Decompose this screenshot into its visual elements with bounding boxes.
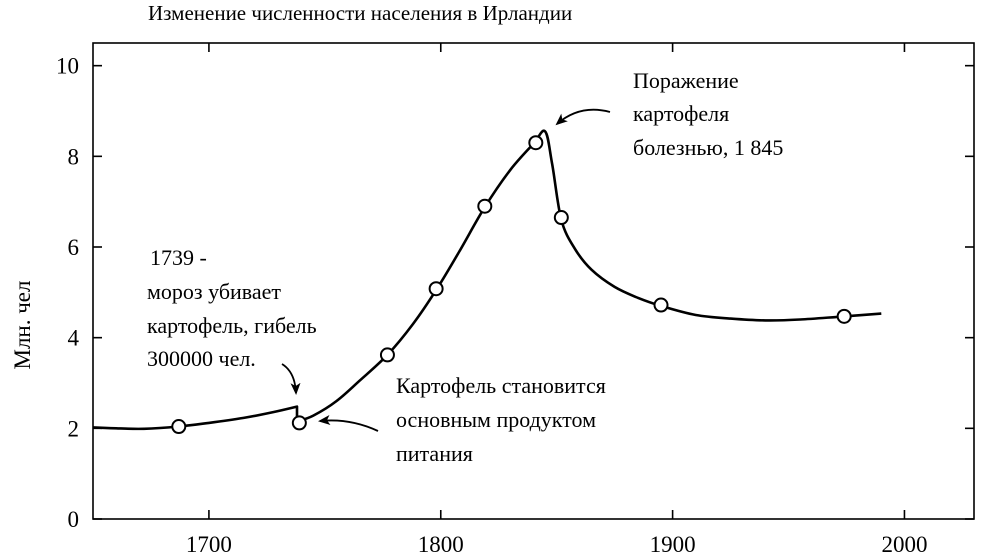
annotation-frost-arrow <box>281 363 301 395</box>
annotation-staple-food: Картофель становится основным продуктом … <box>396 373 611 466</box>
chart-title: Изменение численности населения в Ирланд… <box>148 1 572 25</box>
annotation-staple-arrow <box>318 415 379 432</box>
data-point <box>553 210 569 226</box>
annotation-blight-line-1: Поражение <box>633 68 739 93</box>
annotation-blight-line-3: болезнью, 1 845 <box>633 135 783 160</box>
x-tick-label: 2000 <box>881 532 927 556</box>
data-point <box>477 198 493 214</box>
data-points <box>171 135 852 435</box>
annotation-frost-1739: 1739 - мороз убивает картофель, гибель 3… <box>147 245 322 371</box>
y-tick-label: 8 <box>68 144 80 169</box>
data-point <box>528 135 544 151</box>
annotation-frost-line-2: мороз убивает <box>147 279 281 304</box>
data-point <box>653 297 669 313</box>
y-tick-label: 0 <box>68 507 80 532</box>
data-point <box>171 419 187 435</box>
annotation-frost-line-3: картофель, гибель <box>147 313 317 338</box>
data-point <box>836 308 852 324</box>
data-point <box>291 415 307 431</box>
x-tick-label: 1900 <box>650 532 696 556</box>
annotation-staple-line-1: Картофель становится <box>396 373 606 398</box>
annotation-frost-line-1: 1739 - <box>150 245 207 270</box>
plot-frame <box>92 42 975 520</box>
population-line <box>92 129 882 431</box>
axis-ticks <box>93 43 974 520</box>
y-tick-label: 4 <box>68 326 80 351</box>
annotation-frost-line-4: 300000 чел. <box>147 346 256 371</box>
y-tick-label: 6 <box>68 235 80 260</box>
y-axis-label: Млн. чел <box>10 281 35 370</box>
annotation-blight-1845: Поражение картофеля болезнью, 1 845 <box>633 68 783 160</box>
annotation-staple-line-3: питания <box>396 441 473 466</box>
annotation-blight-line-2: картофеля <box>633 101 729 126</box>
y-tick-label: 10 <box>56 54 79 79</box>
annotation-blight-arrow <box>555 108 611 126</box>
data-point <box>428 281 444 297</box>
annotation-staple-line-2: основным продуктом <box>396 407 596 432</box>
x-tick-label: 1800 <box>418 532 464 556</box>
axis-tick-labels: 0 2 4 6 8 10 1700 1800 1900 2000 <box>56 54 927 556</box>
x-tick-label: 1700 <box>186 532 232 556</box>
y-tick-label: 2 <box>68 416 80 441</box>
data-point <box>379 347 395 363</box>
